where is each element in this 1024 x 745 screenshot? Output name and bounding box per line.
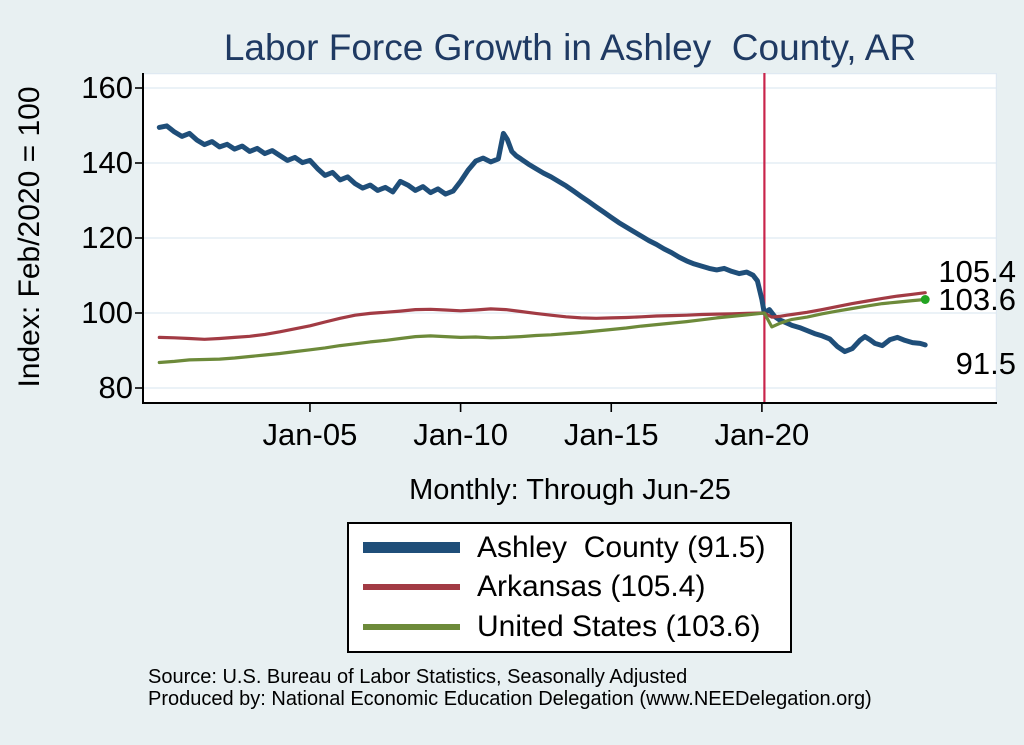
x-tick-label-Jan-15: Jan-15 xyxy=(563,417,659,452)
y-tick-label-120: 120 xyxy=(81,220,133,255)
source-note: Source: U.S. Bureau of Labor Statistics,… xyxy=(148,666,688,688)
y-tick-label-160: 160 xyxy=(81,70,133,105)
series-line-united-states xyxy=(157,297,927,365)
legend-label: Arkansas (105.4) xyxy=(477,570,706,604)
legend-line-swatch xyxy=(363,542,460,554)
x-tick-label-Jan-05: Jan-05 xyxy=(262,417,358,452)
end-label-ashley-county: 91.5 xyxy=(955,345,1016,381)
y-tick-label-100: 100 xyxy=(81,295,133,330)
legend-line-swatch xyxy=(363,624,460,631)
legend-label: Ashley County (91.5) xyxy=(477,530,766,564)
series-line-arkansas xyxy=(157,291,927,341)
x-tick-label-Jan-20: Jan-20 xyxy=(714,417,810,452)
x-tick-label-Jan-10: Jan-10 xyxy=(413,417,508,452)
legend-item-1: Ashley County (91.5) xyxy=(363,531,790,565)
end-label-arkansas: 105.4 xyxy=(938,253,1016,289)
legend-item-2: Arkansas (105.4) xyxy=(363,570,790,604)
series-end-marker xyxy=(920,295,930,304)
y-tick-label-80: 80 xyxy=(98,370,133,405)
y-tick-label-140: 140 xyxy=(81,145,133,180)
x-axis-title: Monthly: Through Jun-25 xyxy=(409,474,731,506)
legend-line-swatch xyxy=(363,584,460,591)
y-axis-title: Index: Feb/2020 = 100 xyxy=(13,86,46,388)
legend: Ashley County (91.5) Arkansas (105.4) Unit… xyxy=(347,522,792,653)
plot-area xyxy=(135,73,997,412)
legend-item-3: United States (103.6) xyxy=(363,610,790,644)
producer-note: Produced by: National Economic Education… xyxy=(148,688,872,710)
end-label-united-states: 103.6 xyxy=(938,282,1016,317)
legend-label: United States (103.6) xyxy=(477,610,761,644)
series-line-ashley-county xyxy=(156,123,928,355)
chart-title: Labor Force Growth in Ashley County, AR xyxy=(223,27,917,68)
